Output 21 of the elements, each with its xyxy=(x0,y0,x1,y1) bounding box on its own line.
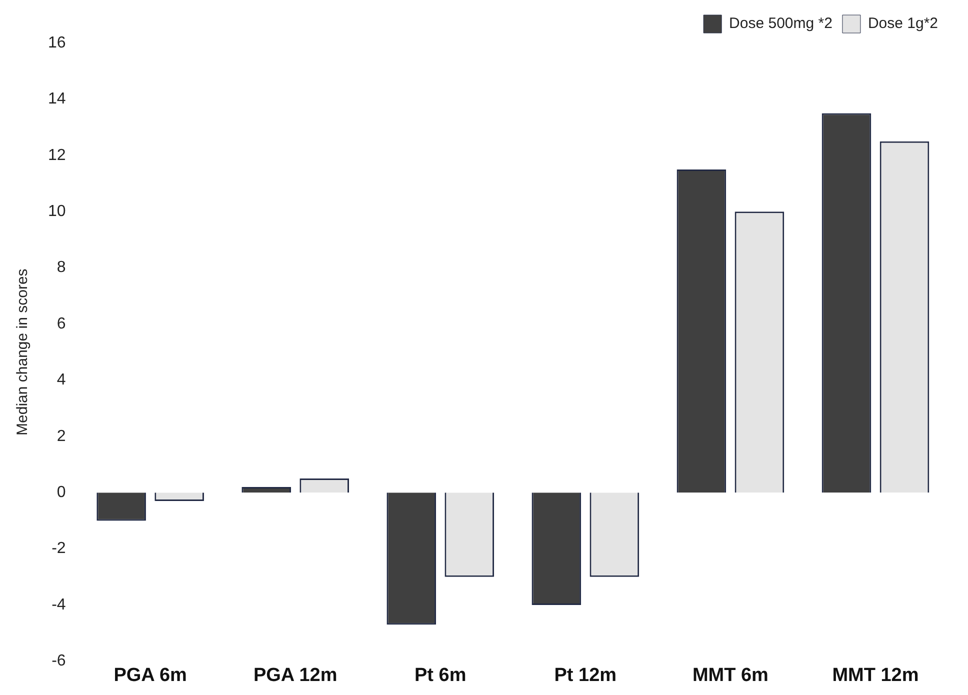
y-tick-label: -2 xyxy=(52,540,66,558)
x-tick-label: Pt 12m xyxy=(554,664,617,686)
y-tick-label: 16 xyxy=(48,34,66,52)
x-tick-label: PGA 6m xyxy=(114,664,187,686)
y-tick-label: 14 xyxy=(48,90,66,108)
legend-label: Dose 1g*2 xyxy=(868,15,938,32)
x-tick-label: Pt 6m xyxy=(414,664,466,686)
y-tick-label: -6 xyxy=(52,652,66,670)
y-tick-label: 8 xyxy=(56,259,66,276)
y-tick-label: 6 xyxy=(56,315,66,332)
y-tick-label: 0 xyxy=(56,484,66,502)
y-tick-label: 10 xyxy=(48,203,66,220)
y-tick-label: 2 xyxy=(56,428,66,445)
y-tick-label: -4 xyxy=(52,596,66,614)
y-axis-title: Median change in scores xyxy=(14,268,32,436)
y-tick-label: 4 xyxy=(56,372,66,389)
y-tick-label: 12 xyxy=(48,146,66,164)
x-tick-label: MMT 6m xyxy=(692,664,768,686)
x-tick-label: PGA 12m xyxy=(253,664,338,686)
x-tick-label: MMT 12m xyxy=(832,664,919,686)
legend-label: Dose 500mg *2 xyxy=(729,15,832,32)
